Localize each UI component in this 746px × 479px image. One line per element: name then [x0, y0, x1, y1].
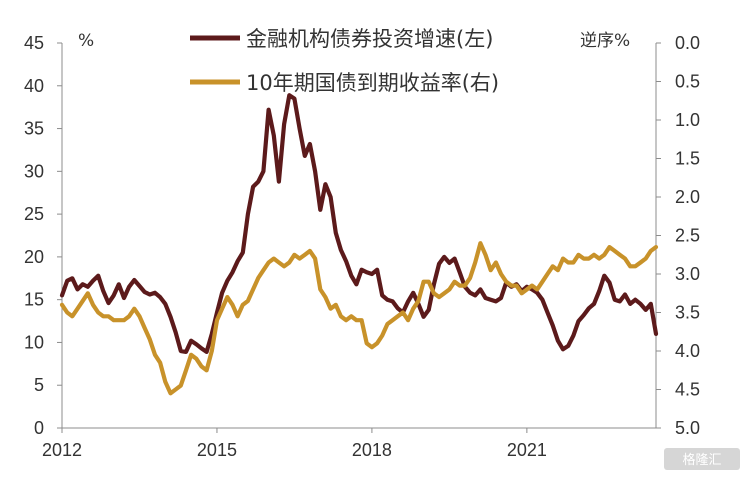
right-axis-tick-label: 2.5: [675, 226, 700, 246]
left-axis-tick-label: 15: [24, 290, 44, 310]
bond-investment-growth-line: [59, 93, 659, 354]
right-axis-tick-label: 0.0: [675, 33, 700, 53]
right-axis-tick-label: 4.0: [675, 341, 700, 361]
left-axis-tick-label: 0: [34, 418, 44, 438]
right-axis-tick-label: 3.0: [675, 264, 700, 284]
x-axis-tick-label: 2012: [42, 440, 82, 460]
left-axis-tick-label: 40: [24, 76, 44, 96]
right-axis-tick-label: 0.5: [675, 72, 700, 92]
left-axis-tick-label: 25: [24, 204, 44, 224]
right-axis-tick-label: 5.0: [675, 418, 700, 438]
treasury-yield-line: [59, 241, 659, 396]
left-axis-tick-label: 5: [34, 375, 44, 395]
x-axis-tick-label: 2021: [507, 440, 547, 460]
right-axis-tick-label: 2.0: [675, 187, 700, 207]
left-axis-unit-label: %: [78, 31, 94, 51]
right-axis-tick-label: 1.0: [675, 110, 700, 130]
legend-label-2: 10年期国债到期收益率(右): [246, 71, 499, 95]
right-axis-tick-label: 4.5: [675, 380, 700, 400]
left-axis-tick-label: 10: [24, 332, 44, 352]
right-axis-tick-label: 3.5: [675, 303, 700, 323]
watermark-badge: [664, 448, 740, 470]
legend-label-1: 金融机构债券投资增速(左): [246, 27, 493, 51]
left-axis-tick-label: 35: [24, 119, 44, 139]
right-axis-unit-label: 逆序%: [580, 31, 630, 51]
x-axis-tick-label: 2015: [197, 440, 237, 460]
left-axis-tick-label: 30: [24, 161, 44, 181]
x-axis-tick-label: 2018: [352, 440, 392, 460]
watermark-text: 格隆汇: [682, 452, 721, 468]
right-axis-tick-label: 1.5: [675, 149, 700, 169]
left-axis-tick-label: 20: [24, 247, 44, 267]
left-axis-tick-label: 45: [24, 33, 44, 53]
